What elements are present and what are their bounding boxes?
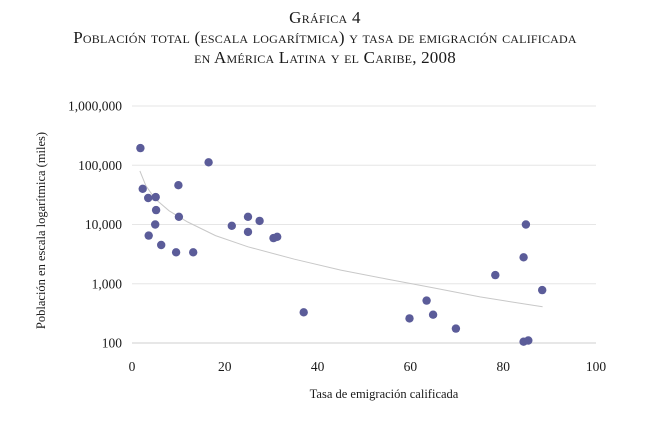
- data-point: [171, 248, 181, 257]
- chart-title: Gráfica 4 Población total (escala logarí…: [0, 8, 650, 68]
- y-tick-label: 1,000,000: [68, 99, 122, 114]
- data-point: [151, 192, 160, 202]
- gridlines: [132, 105, 596, 285]
- data-point: [144, 193, 153, 203]
- data-point: [174, 212, 184, 221]
- data-point: [521, 220, 531, 229]
- x-tick-label: 20: [218, 359, 232, 374]
- data-point: [422, 296, 431, 305]
- data-point: [524, 336, 533, 345]
- data-point: [151, 205, 161, 215]
- data-points: [136, 143, 547, 346]
- y-tick-label: 10,000: [85, 217, 122, 232]
- data-point: [243, 212, 253, 221]
- x-tick-label: 60: [404, 359, 418, 374]
- data-point: [491, 270, 500, 280]
- y-tick-label: 1,000: [92, 276, 123, 291]
- title-line-2: en América Latina y el Caribe, 2008: [194, 48, 456, 67]
- data-point: [273, 232, 282, 241]
- data-point: [138, 184, 147, 193]
- x-tick-label: 40: [311, 359, 325, 374]
- tick-labels: 100 1,000 10,000 100,000 1,000,000 0 20 40 60 80 1…: [68, 99, 606, 375]
- data-point: [428, 310, 438, 319]
- data-point: [227, 221, 236, 230]
- trendline: [139, 170, 543, 308]
- trendline-layer: [139, 170, 543, 308]
- data-point: [204, 158, 213, 167]
- y-axis-title: Población en escala logarítmica (miles): [34, 132, 48, 329]
- data-point: [538, 285, 547, 295]
- data-point: [157, 240, 166, 250]
- figure-label: Gráfica 4: [289, 8, 361, 27]
- data-point: [174, 181, 183, 190]
- y-tick-label: 100: [102, 336, 123, 351]
- x-tick-label: 100: [586, 359, 607, 374]
- data-point: [405, 314, 414, 323]
- data-point: [255, 216, 264, 226]
- title-line-1: Población total (escala logarítmica) y t…: [73, 28, 577, 47]
- y-tick-label: 100,000: [78, 158, 122, 173]
- data-point: [151, 220, 160, 229]
- data-point: [451, 324, 461, 333]
- data-point: [519, 253, 528, 262]
- data-point: [144, 231, 153, 240]
- x-tick-label: 80: [496, 359, 510, 374]
- data-point: [243, 227, 253, 237]
- x-axis-title: Tasa de emigración calificada: [310, 387, 459, 401]
- x-tick-label: 0: [129, 359, 136, 374]
- data-point: [299, 308, 308, 317]
- data-point: [189, 248, 198, 257]
- data-point: [136, 143, 145, 153]
